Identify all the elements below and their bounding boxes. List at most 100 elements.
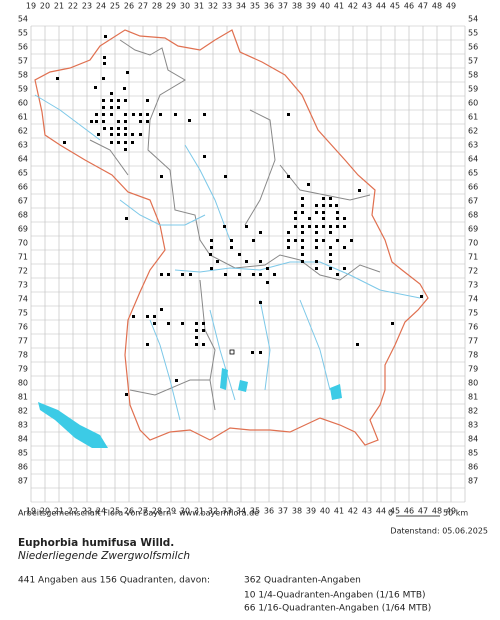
x-label: 27	[138, 2, 148, 11]
x-label: 38	[292, 507, 302, 516]
x-label: 36	[264, 2, 274, 11]
x-label: 23	[82, 2, 92, 11]
x-label: 21	[54, 507, 64, 516]
source: Arbeitsgemeinschaft Flora von Bayern - w…	[18, 509, 259, 518]
y-label: 55	[18, 29, 28, 38]
y-label: 84	[468, 435, 478, 444]
occurrence-dots	[56, 35, 423, 396]
y-label: 77	[18, 337, 28, 346]
y-label: 80	[18, 379, 28, 388]
y-label: 81	[468, 393, 478, 402]
x-label: 27	[138, 507, 148, 516]
scale-start: 0	[388, 509, 393, 518]
x-label: 49	[446, 507, 456, 516]
x-label: 29	[166, 2, 176, 11]
x-label: 32	[208, 2, 218, 11]
y-label: 70	[18, 239, 28, 248]
x-label: 45	[390, 507, 400, 516]
x-label: 39	[306, 2, 316, 11]
y-label: 68	[18, 211, 28, 220]
y-label: 62	[468, 127, 478, 136]
x-label: 26	[124, 507, 134, 516]
y-label: 68	[468, 211, 478, 220]
inner-border	[89, 39, 381, 411]
y-label: 60	[18, 99, 28, 108]
x-label: 34	[236, 2, 246, 11]
x-label: 19	[26, 2, 36, 11]
x-label: 49	[446, 2, 456, 11]
x-label: 24	[96, 2, 106, 11]
y-label: 57	[468, 57, 478, 66]
y-label: 74	[468, 295, 478, 304]
x-label: 25	[110, 2, 120, 11]
y-label: 67	[468, 197, 478, 206]
y-label: 85	[18, 449, 28, 458]
x-label: 29	[166, 507, 176, 516]
x-label: 41	[334, 2, 344, 11]
x-label: 31	[194, 2, 204, 11]
x-label: 40	[320, 507, 330, 516]
y-label: 73	[18, 281, 28, 290]
y-label: 83	[468, 421, 478, 430]
x-label: 42	[348, 2, 358, 11]
species-title: Euphorbia humifusa Willd.	[18, 537, 174, 549]
y-label: 54	[18, 15, 28, 24]
x-label: 19	[26, 507, 36, 516]
y-label: 76	[468, 323, 478, 332]
y-label: 59	[18, 85, 28, 94]
x-label: 32	[208, 507, 218, 516]
y-label: 75	[18, 309, 28, 318]
x-label: 41	[334, 507, 344, 516]
x-label: 44	[376, 507, 386, 516]
y-label: 80	[468, 379, 478, 388]
y-label: 72	[468, 267, 478, 276]
y-label: 60	[468, 99, 478, 108]
y-label: 87	[18, 477, 28, 486]
x-label: 48	[432, 507, 442, 516]
breakdown: 66 1/16-Quadranten-Angaben (1/64 MTB)	[244, 604, 431, 614]
y-label: 72	[18, 267, 28, 276]
x-label: 31	[194, 507, 204, 516]
breakdown: 10 1/4-Quadranten-Angaben (1/16 MTB)	[244, 591, 426, 601]
y-label: 54	[468, 15, 478, 24]
y-label: 79	[468, 365, 478, 374]
y-label: 82	[18, 407, 28, 416]
x-label: 39	[306, 507, 316, 516]
x-label: 22	[68, 507, 78, 516]
y-label: 58	[468, 71, 478, 80]
x-label: 28	[152, 2, 162, 11]
y-label: 59	[468, 85, 478, 94]
y-label: 71	[18, 253, 28, 262]
breakdown: 362 Quadranten-Angaben	[244, 576, 361, 586]
y-label: 73	[468, 281, 478, 290]
y-label: 77	[468, 337, 478, 346]
x-label: 47	[418, 2, 428, 11]
x-label: 24	[96, 507, 106, 516]
x-label: 33	[222, 2, 232, 11]
y-label: 76	[18, 323, 28, 332]
x-label: 40	[320, 2, 330, 11]
x-label: 26	[124, 2, 134, 11]
y-label: 83	[18, 421, 28, 430]
y-label: 86	[468, 463, 478, 472]
y-label: 58	[18, 71, 28, 80]
y-label: 63	[18, 141, 28, 150]
y-label: 82	[468, 407, 478, 416]
open-dot	[229, 349, 235, 355]
y-label: 81	[18, 393, 28, 402]
y-label: 65	[18, 169, 28, 178]
y-label: 79	[18, 365, 28, 374]
x-label: 30	[180, 507, 190, 516]
x-label: 42	[348, 507, 358, 516]
y-label: 61	[468, 113, 478, 122]
y-label: 56	[18, 43, 28, 52]
x-label: 37	[278, 507, 288, 516]
x-label: 20	[40, 507, 50, 516]
x-label: 36	[264, 507, 274, 516]
x-label: 47	[418, 507, 428, 516]
y-label: 69	[18, 225, 28, 234]
x-label: 30	[180, 2, 190, 11]
x-label: 35	[250, 507, 260, 516]
y-label: 57	[18, 57, 28, 66]
y-label: 71	[468, 253, 478, 262]
